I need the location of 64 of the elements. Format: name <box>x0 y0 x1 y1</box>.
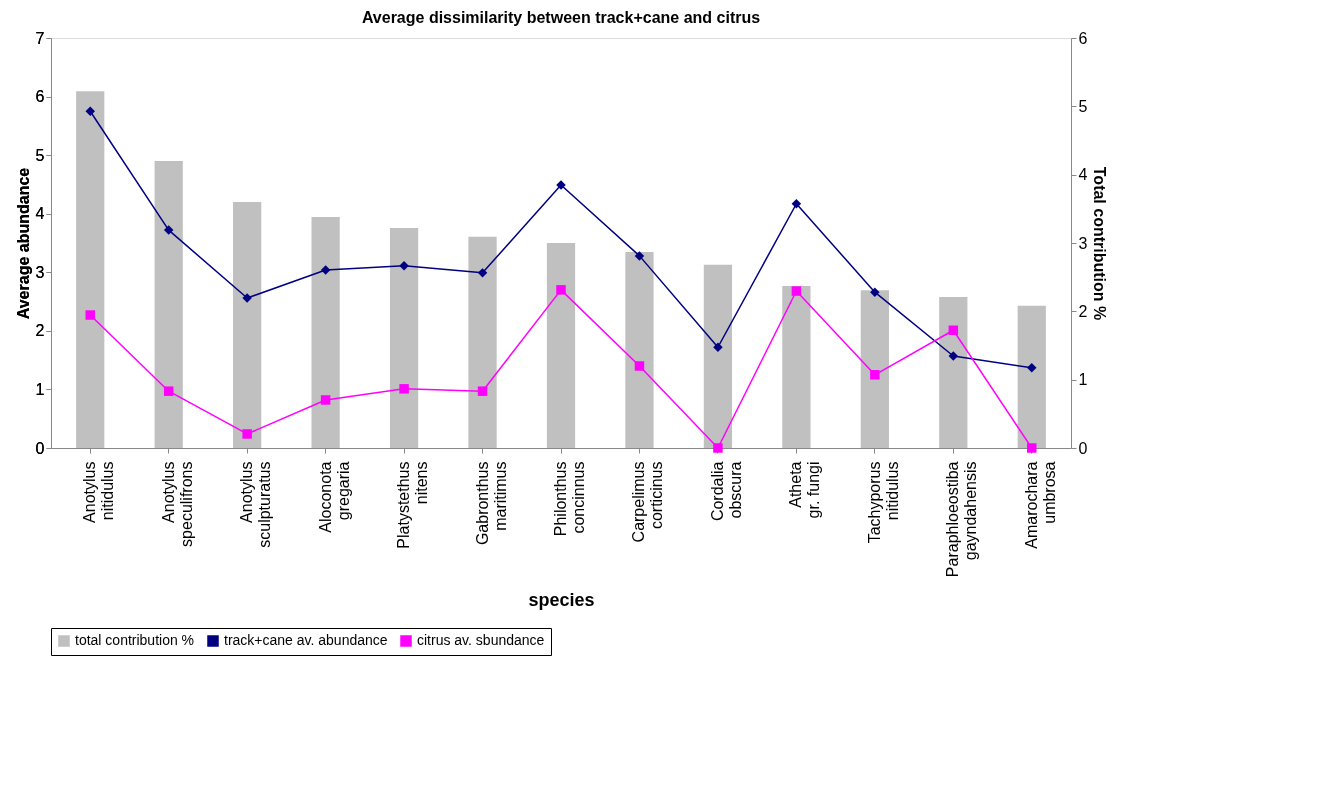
point <box>713 443 723 453</box>
point <box>870 370 880 380</box>
legend-label: track+cane av. abundance <box>224 632 388 648</box>
y-tick-label: 7 <box>35 29 45 47</box>
y-tick-label: 2 <box>35 322 45 340</box>
y2-axis-title: Total contribution % <box>1091 166 1109 321</box>
x-tick-label: Platystethus nitens <box>395 461 431 549</box>
point <box>791 286 802 296</box>
x-tick-label: Aloconota gregaria <box>316 461 352 533</box>
y-tick-label: 4 <box>35 205 45 223</box>
bar <box>76 91 105 448</box>
x-axis-title: species <box>528 590 595 611</box>
point <box>713 342 723 352</box>
bar <box>703 264 733 448</box>
point <box>320 395 331 405</box>
y-tick-label: 1 <box>35 380 45 398</box>
point <box>634 251 645 261</box>
point <box>163 225 174 235</box>
point <box>948 351 959 361</box>
point <box>1027 443 1037 453</box>
point <box>85 310 95 320</box>
chart-title: Average dissimilarity between track+cane and citrus <box>361 9 761 26</box>
point <box>1027 363 1037 373</box>
y-tick-label: 6 <box>35 88 45 106</box>
point <box>870 287 880 297</box>
point <box>163 386 174 396</box>
bar <box>939 296 968 448</box>
y2-tick-label: 0 <box>1078 439 1088 457</box>
y2-tick-label: 6 <box>1078 29 1088 47</box>
point <box>85 106 95 116</box>
x-tick-label: Anotylus nitidulus <box>81 461 117 523</box>
y-tick-label: 5 <box>35 146 45 164</box>
point <box>556 285 566 295</box>
point <box>634 361 645 371</box>
y-axis-title: Average abundance <box>14 167 32 320</box>
point <box>242 429 252 439</box>
point <box>477 268 488 278</box>
bar <box>860 290 889 448</box>
point <box>948 325 959 336</box>
bar <box>546 243 576 448</box>
y2-tick-label: 1 <box>1078 371 1088 389</box>
bar <box>154 161 183 448</box>
bar <box>233 202 262 448</box>
bar <box>311 217 340 448</box>
y2-tick-label: 4 <box>1078 166 1088 184</box>
bar <box>468 236 497 448</box>
y2-tick-label: 2 <box>1078 302 1088 320</box>
point <box>320 265 331 275</box>
point <box>791 199 802 209</box>
x-tick-label: Atheta gr. fungi <box>787 461 823 519</box>
bar <box>1017 305 1046 448</box>
y2-tick-label: 5 <box>1078 97 1088 115</box>
x-tick-label: Tachyporus nitidulus <box>865 461 901 544</box>
bar <box>389 227 419 448</box>
legend-label: citrus av. sbundance <box>417 632 545 648</box>
point <box>399 384 409 394</box>
bar <box>782 286 811 448</box>
y-tick-label: 3 <box>35 263 45 281</box>
y-tick-label: 0 <box>35 439 45 457</box>
x-tick-label: Cordalia obscura <box>708 461 744 522</box>
bar <box>625 251 654 448</box>
y2-tick-label: 3 <box>1078 234 1088 252</box>
point <box>477 386 488 396</box>
legend-label: total contribution % <box>75 632 195 648</box>
